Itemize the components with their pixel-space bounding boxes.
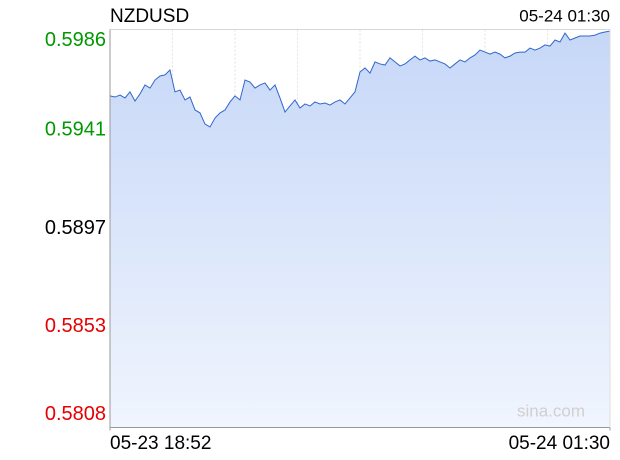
x-tick-label: 05-23 18:52: [110, 433, 211, 454]
price-line: [109, 30, 611, 128]
y-tick-label: 0.5986: [45, 29, 106, 51]
y-tick-label: 0.5897: [45, 217, 106, 239]
y-tick-label: 0.5941: [45, 118, 106, 140]
watermark: sina.com: [517, 401, 585, 420]
timestamp: 05-24 01:30: [519, 6, 610, 25]
area-fill: [110, 31, 610, 428]
y-tick-label: 0.5853: [45, 315, 106, 337]
chart-title: NZDUSD: [110, 6, 189, 27]
y-tick-label: 0.5808: [45, 403, 106, 425]
x-tick-label: 05-24 01:30: [509, 433, 610, 454]
